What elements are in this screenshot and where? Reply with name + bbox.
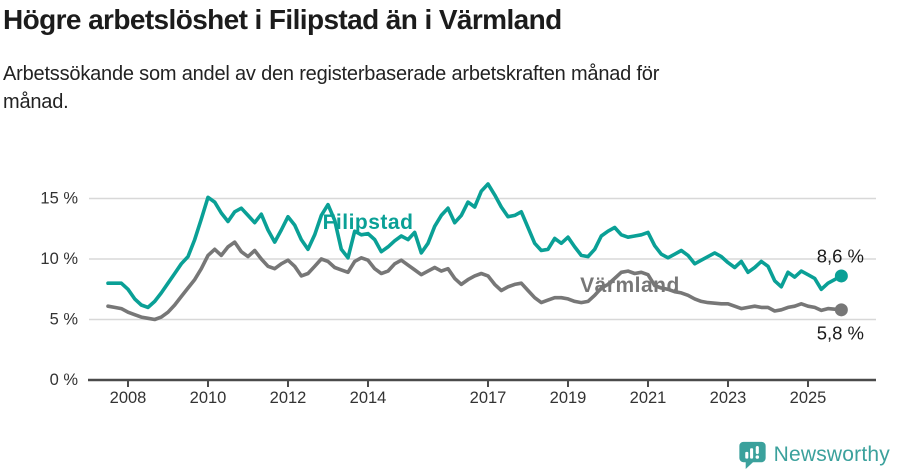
chart-subtitle: Arbetssökande som andel av den registerb… — [3, 61, 659, 116]
x-axis-label: 2017 — [470, 389, 507, 407]
series-label-värmland: Värmland — [580, 274, 680, 297]
brand-name: Newsworthy — [773, 443, 890, 466]
x-axis-label: 2019 — [550, 389, 587, 407]
x-axis-label: 2025 — [790, 389, 827, 407]
x-axis-label: 2008 — [110, 389, 147, 407]
series-label-filipstad: Filipstad — [323, 211, 414, 234]
series-line-filipstad — [106, 182, 844, 310]
end-dot-filipstad — [834, 269, 848, 283]
x-axis-label: 2012 — [270, 389, 307, 407]
y-axis-label: 15 % — [40, 190, 78, 208]
end-value-label-värmland: 5,8 % — [817, 322, 864, 343]
x-axis-label: 2014 — [350, 389, 387, 407]
series-line-värmland — [106, 240, 844, 322]
y-axis-label: 0 % — [50, 371, 79, 389]
y-axis-label: 5 % — [50, 311, 79, 329]
chart-subtitle-line-1: Arbetssökande som andel av den registerb… — [3, 63, 660, 85]
bar-chart-speech-bubble-icon — [738, 441, 766, 470]
end-value-label-filipstad: 8,6 % — [817, 245, 864, 266]
end-dot-värmland — [834, 303, 848, 317]
x-axis-label: 2010 — [190, 389, 227, 407]
y-axis-label: 10 % — [40, 250, 78, 268]
chart-title: Högre arbetslöshet i Filipstad än i Värm… — [3, 4, 562, 35]
chart-subtitle-line-2: månad. — [3, 90, 69, 113]
x-axis-label: 2023 — [710, 389, 747, 407]
newsworthy-logo: Newsworthy — [738, 440, 890, 470]
x-axis-label: 2021 — [630, 389, 667, 407]
